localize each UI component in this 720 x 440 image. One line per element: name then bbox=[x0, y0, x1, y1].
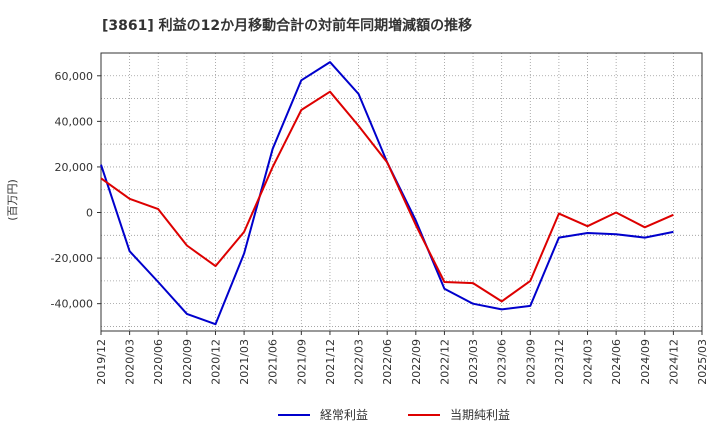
y-tick-label: 0 bbox=[86, 207, 93, 220]
y-axis-label: (百万円) bbox=[6, 179, 19, 221]
x-tick-label: 2020/03 bbox=[124, 339, 137, 385]
x-axis: 2019/12 2020/03 2020/06 2020/09 2020/12 2021/… bbox=[95, 331, 709, 385]
y-tick-label: 60,000 bbox=[55, 70, 94, 83]
y-tick-label: 20,000 bbox=[55, 161, 94, 174]
x-tick-label: 2023/03 bbox=[467, 339, 480, 385]
x-tick-label: 2022/06 bbox=[381, 339, 394, 385]
x-tick-label: 2022/12 bbox=[438, 339, 451, 385]
y-axis: -40,000 -20,000 0 20,000 40,000 60,000 bbox=[51, 70, 101, 311]
series-line-net-income bbox=[100, 90, 674, 303]
x-tick-label: 2019/12 bbox=[95, 339, 108, 385]
x-tick-label: 2021/09 bbox=[295, 339, 308, 385]
plot-area bbox=[100, 52, 703, 332]
x-tick-label: 2024/06 bbox=[610, 339, 623, 385]
y-tick-label: -20,000 bbox=[51, 252, 93, 265]
x-tick-label: 2025/03 bbox=[696, 339, 709, 385]
x-tick-label: 2021/06 bbox=[267, 339, 280, 385]
x-tick-label: 2021/03 bbox=[238, 339, 251, 385]
legend-label: 当期純利益 bbox=[450, 408, 510, 422]
y-tick-label: -40,000 bbox=[51, 298, 93, 311]
x-tick-label: 2021/12 bbox=[324, 339, 337, 385]
x-tick-label: 2024/09 bbox=[639, 339, 652, 385]
x-tick-label: 2023/06 bbox=[496, 339, 509, 385]
x-tick-label: 2024/12 bbox=[667, 339, 680, 385]
x-tick-label: 2023/09 bbox=[524, 339, 537, 385]
x-tick-label: 2022/09 bbox=[410, 339, 423, 385]
legend: 経常利益 当期純利益 bbox=[278, 408, 510, 422]
chart-title: [3861] 利益の12か月移動合計の対前年同期増減額の推移 bbox=[102, 17, 472, 34]
x-tick-label: 2022/03 bbox=[353, 339, 366, 385]
x-tick-label: 2020/09 bbox=[181, 339, 194, 385]
x-tick-label: 2023/12 bbox=[553, 339, 566, 385]
x-tick-label: 2020/12 bbox=[209, 339, 222, 385]
series-layer bbox=[100, 61, 674, 326]
x-tick-label: 2024/03 bbox=[582, 339, 595, 385]
x-tick-label: 2020/06 bbox=[152, 339, 165, 385]
y-tick-label: 40,000 bbox=[55, 115, 94, 128]
plot-frame bbox=[100, 52, 703, 332]
legend-label: 経常利益 bbox=[320, 408, 368, 422]
